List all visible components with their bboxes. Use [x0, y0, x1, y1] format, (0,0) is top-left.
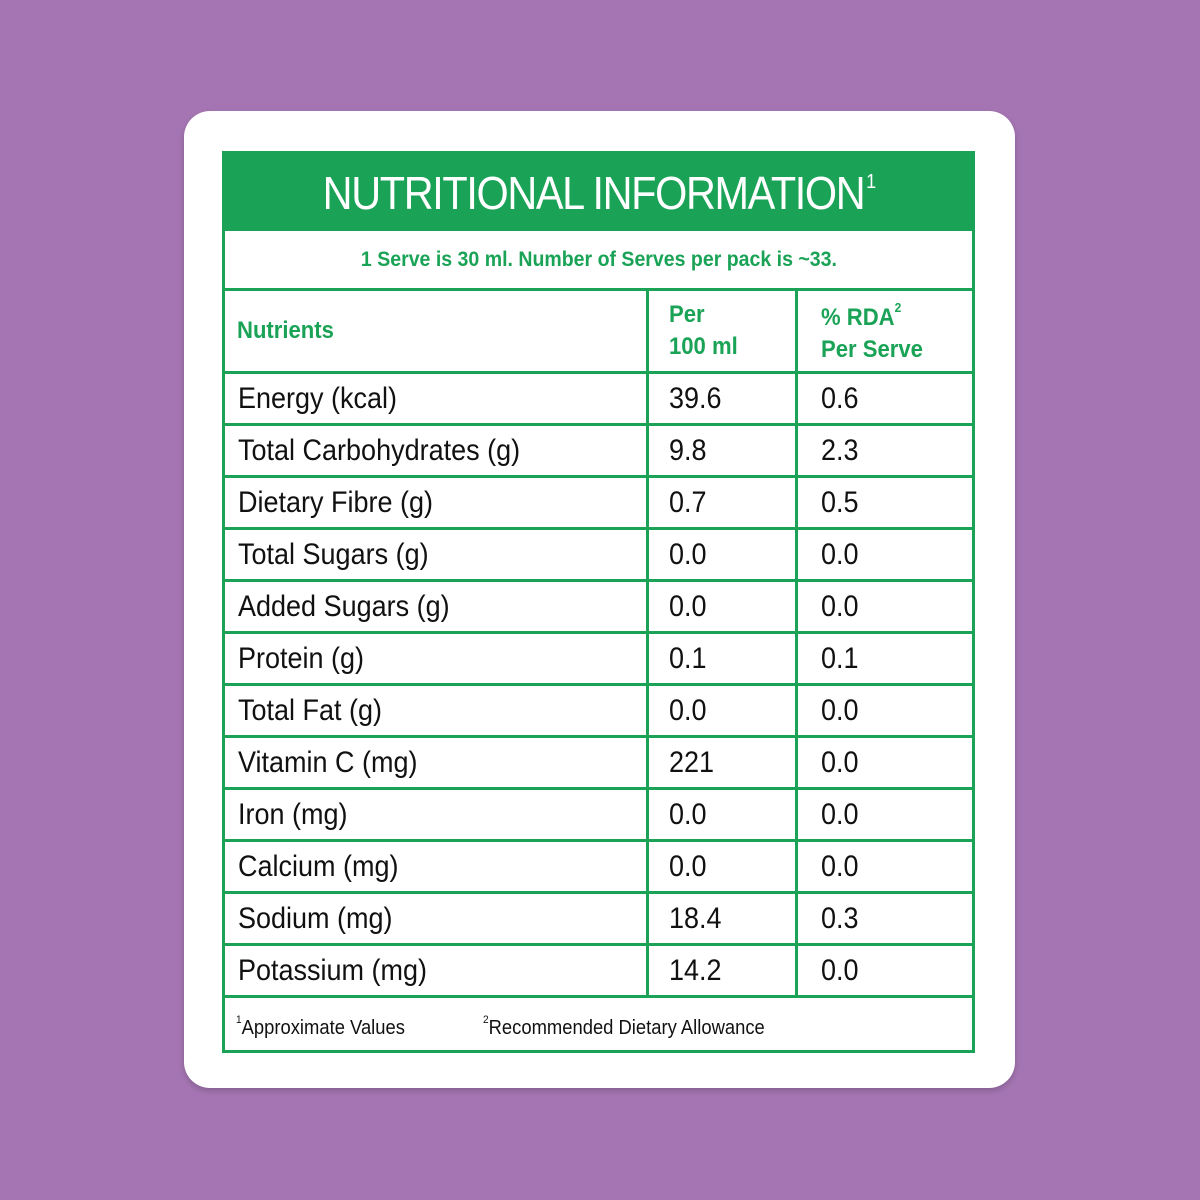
- value-per-100ml: 0.0: [645, 840, 796, 894]
- nutrient-name: Total Carbohydrates (g): [225, 424, 647, 478]
- footnote-rda: 2Recommended Dietary Allowance: [483, 1013, 765, 1039]
- label-title: NUTRITIONAL INFORMATION1: [322, 166, 876, 220]
- value-per-100ml: 0.0: [645, 580, 796, 634]
- nutrient-name: Calcium (mg): [225, 840, 647, 894]
- nutrient-name: Energy (kcal): [225, 372, 647, 426]
- nutrient-name: Total Sugars (g): [225, 528, 647, 582]
- value-rda-per-serve: 0.6: [794, 372, 972, 426]
- table-row: Protein (g) 0.1 0.1: [225, 632, 972, 686]
- nutrient-name: Iron (mg): [225, 788, 647, 842]
- value-per-100ml: 18.4: [645, 892, 796, 946]
- value-rda-per-serve: 0.0: [794, 788, 972, 842]
- value-rda-per-serve: 0.0: [794, 580, 972, 634]
- title-footnote-marker: 1: [865, 171, 876, 194]
- value-per-100ml: 14.2: [645, 944, 796, 998]
- nutrient-name: Protein (g): [225, 632, 647, 686]
- table-row: Dietary Fibre (g) 0.7 0.5: [225, 476, 972, 530]
- table-row: Potassium (mg) 14.2 0.0: [225, 944, 972, 998]
- value-per-100ml: 0.0: [645, 788, 796, 842]
- serve-info-text: 1 Serve is 30 ml. Number of Serves per p…: [360, 247, 837, 271]
- value-rda-per-serve: 0.0: [794, 944, 972, 998]
- nutrient-name: Added Sugars (g): [225, 580, 647, 634]
- value-per-100ml: 221: [645, 736, 796, 790]
- table-row: Calcium (mg) 0.0 0.0: [225, 840, 972, 894]
- table-row: Total Carbohydrates (g) 9.8 2.3: [225, 424, 972, 478]
- table-header-row: Nutrients Per 100 ml % RDA2 Per Serve: [225, 291, 972, 374]
- value-rda-per-serve: 0.1: [794, 632, 972, 686]
- value-per-100ml: 0.0: [645, 684, 796, 738]
- table-row: Energy (kcal) 39.6 0.6: [225, 372, 972, 426]
- serve-info-row: 1 Serve is 30 ml. Number of Serves per p…: [225, 231, 972, 291]
- nutrient-name: Dietary Fibre (g): [225, 476, 647, 530]
- value-rda-per-serve: 0.3: [794, 892, 972, 946]
- value-per-100ml: 0.0: [645, 528, 796, 582]
- label-title-text: NUTRITIONAL INFORMATION: [322, 166, 865, 219]
- header-nutrients: Nutrients: [225, 291, 647, 374]
- value-rda-per-serve: 0.5: [794, 476, 972, 530]
- value-per-100ml: 39.6: [645, 372, 796, 426]
- value-rda-per-serve: 0.0: [794, 684, 972, 738]
- value-rda-per-serve: 0.0: [794, 528, 972, 582]
- table-row: Sodium (mg) 18.4 0.3: [225, 892, 972, 946]
- value-per-100ml: 9.8: [645, 424, 796, 478]
- header-rda-per-serve: % RDA2 Per Serve: [794, 291, 972, 374]
- nutrient-name: Vitamin C (mg): [225, 736, 647, 790]
- title-bar: NUTRITIONAL INFORMATION1: [225, 154, 972, 231]
- table-row: Added Sugars (g) 0.0 0.0: [225, 580, 972, 634]
- nutrition-label: NUTRITIONAL INFORMATION1 1 Serve is 30 m…: [222, 151, 975, 1053]
- value-per-100ml: 0.1: [645, 632, 796, 686]
- table-row: Vitamin C (mg) 221 0.0: [225, 736, 972, 790]
- table-row: Total Sugars (g) 0.0 0.0: [225, 528, 972, 582]
- table-row: Total Fat (g) 0.0 0.0: [225, 684, 972, 738]
- nutrient-name: Sodium (mg): [225, 892, 647, 946]
- nutrient-name: Total Fat (g): [225, 684, 647, 738]
- nutrient-name: Potassium (mg): [225, 944, 647, 998]
- value-per-100ml: 0.7: [645, 476, 796, 530]
- value-rda-per-serve: 2.3: [794, 424, 972, 478]
- value-rda-per-serve: 0.0: [794, 840, 972, 894]
- footnotes: 1Approximate Values 2Recommended Dietary…: [225, 1006, 972, 1050]
- nutrition-table: Nutrients Per 100 ml % RDA2 Per Serve Ener…: [225, 291, 972, 998]
- table-row: Iron (mg) 0.0 0.0: [225, 788, 972, 842]
- header-per-100ml: Per 100 ml: [645, 291, 796, 374]
- footnote-approximate-values: 1Approximate Values: [236, 1013, 405, 1039]
- value-rda-per-serve: 0.0: [794, 736, 972, 790]
